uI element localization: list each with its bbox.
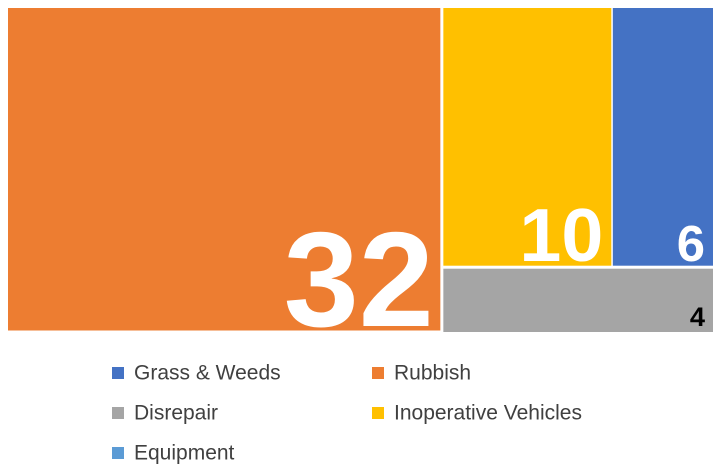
treemap-tile: [443, 8, 612, 266]
legend-swatch: [112, 447, 124, 459]
value-label: 10: [519, 193, 603, 277]
value-label: 32: [284, 204, 434, 355]
legend-swatch: [112, 407, 124, 419]
legend-swatch: [372, 407, 384, 419]
treemap-tile: [443, 268, 713, 332]
legend-label: Disrepair: [134, 402, 218, 425]
value-label: 4: [690, 301, 705, 332]
legend-label: Grass & Weeds: [134, 362, 281, 385]
treemap-tile: [8, 8, 441, 331]
legend-label: Inoperative Vehicles: [394, 402, 582, 425]
treemap-tile: [612, 8, 713, 266]
legend-label: Rubbish: [394, 362, 471, 385]
legend-swatch: [112, 367, 124, 379]
legend-swatch: [372, 367, 384, 379]
legend-label: Equipment: [134, 442, 235, 465]
value-label: 6: [677, 215, 705, 272]
